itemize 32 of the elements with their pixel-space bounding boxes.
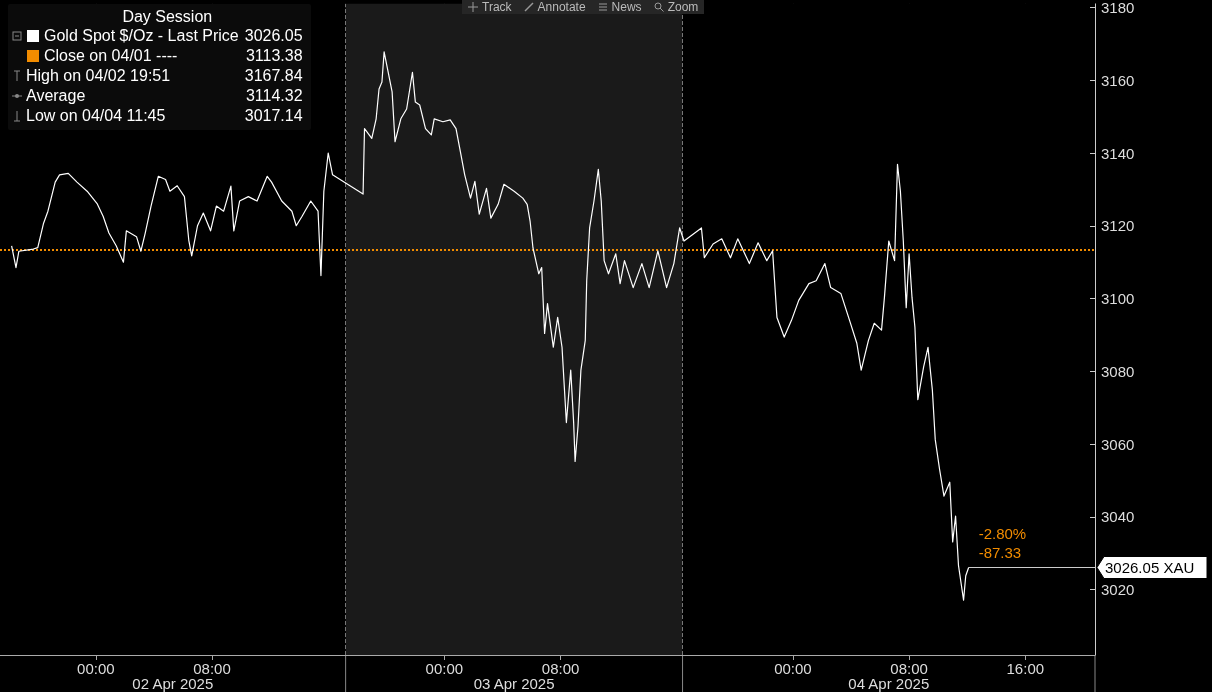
legend-label: Gold Spot $/Oz - Last Price 3026.05: [44, 27, 303, 45]
y-tick-label: 3140: [1101, 144, 1135, 162]
y-tick-label: 3100: [1101, 290, 1135, 308]
annotation: Zoom: [667, 0, 699, 14]
text: Average 3114.32: [26, 87, 303, 104]
text: Close on 04/01 ---- 3113.38: [44, 47, 303, 64]
x-tick-label: 00:00: [77, 660, 115, 677]
band-label: 03 Apr 2025: [473, 675, 555, 692]
y-tick-label: 3080: [1101, 362, 1135, 380]
y-tick-label: 3040: [1101, 508, 1135, 526]
annotation: Annotate: [537, 0, 586, 14]
x-tick-label: 00:00: [425, 660, 464, 677]
annotation: News: [611, 0, 642, 14]
legend-title: Day Session: [121, 8, 214, 26]
x-tick-label: 08:00: [193, 660, 231, 677]
y-tick-label: 3160: [1101, 71, 1135, 89]
band-label: 04 Apr 2025: [848, 675, 930, 692]
y-tick-label: 3020: [1101, 581, 1135, 599]
text: High on 04/02 19:51 3167.84: [26, 67, 303, 84]
x-tick-label: 00:00: [774, 660, 812, 677]
annotation: 3026.05 XAU: [1105, 559, 1195, 577]
line-series: [11, 51, 970, 601]
x-tick-label: 08:00: [890, 660, 928, 677]
y-tick-label: 3060: [1101, 435, 1135, 453]
y-tick-label: 3120: [1101, 217, 1135, 235]
annotation: Track: [482, 0, 512, 14]
y-tick-label: 3180: [1101, 0, 1135, 16]
band-label: 02 Apr 2025: [132, 675, 214, 692]
x-tick-label: 08:00: [541, 660, 580, 677]
annotation: -2.80% -87.33: [978, 524, 1027, 561]
x-tick-label: 16:00: [1006, 660, 1045, 677]
text: Low on 04/04 11:45 3017.14: [26, 107, 303, 124]
